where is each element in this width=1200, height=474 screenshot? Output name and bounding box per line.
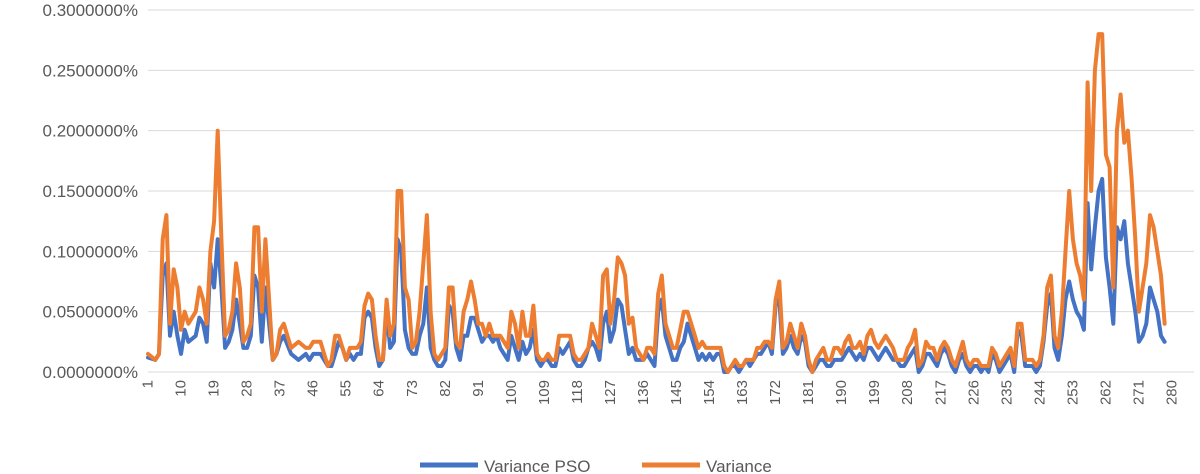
x-tick-label: 109 (536, 380, 553, 405)
x-tick-label: 46 (305, 380, 322, 397)
y-tick-label: 0.1500000% (43, 182, 138, 201)
x-tick-label: 154 (701, 380, 718, 405)
x-tick-label: 199 (866, 380, 883, 405)
x-tick-label: 181 (800, 380, 817, 405)
legend-label: Variance (706, 457, 772, 474)
series-lines (146, 32, 1167, 374)
y-tick-label: 0.3000000% (43, 1, 138, 20)
x-tick-label: 271 (1130, 380, 1147, 405)
legend: Variance PSO Variance (420, 457, 772, 474)
x-tick-label: 118 (569, 380, 586, 404)
x-tick-label: 55 (338, 380, 355, 397)
series-line-variance (146, 32, 1167, 374)
y-tick-label: 0.2000000% (43, 122, 138, 141)
x-tick-label: 217 (932, 380, 949, 405)
x-tick-label: 145 (668, 380, 685, 405)
x-tick-label: 73 (404, 380, 421, 397)
x-tick-label: 37 (272, 380, 289, 397)
x-tick-label: 262 (1097, 380, 1114, 405)
gridlines (148, 9, 1194, 373)
x-tick-label: 172 (767, 380, 784, 405)
x-tick-label: 82 (437, 380, 454, 397)
y-tick-label: 0.1000000% (43, 242, 138, 261)
y-axis-tick-labels: 0.0000000% 0.0500000% 0.1000000% 0.1500000%… (43, 1, 138, 382)
x-tick-label: 244 (1031, 380, 1048, 405)
x-tick-label: 64 (371, 380, 388, 397)
x-axis-tick-labels: 1 10 19 28 37 46 55 64 73 82 91 100 109 118 127 136 145 1… (140, 380, 1181, 405)
x-tick-label: 226 (965, 380, 982, 405)
legend-label: Variance PSO (484, 457, 590, 474)
x-tick-label: 253 (1064, 380, 1081, 405)
x-tick-label: 100 (503, 380, 520, 405)
y-tick-label: 0.0000000% (43, 363, 138, 382)
x-tick-label: 163 (734, 380, 751, 405)
x-tick-label: 190 (833, 380, 850, 405)
x-tick-label: 10 (173, 380, 190, 397)
x-tick-label: 235 (998, 380, 1015, 405)
x-tick-label: 19 (206, 380, 223, 397)
x-tick-label: 136 (635, 380, 652, 405)
x-tick-label: 280 (1163, 380, 1180, 405)
x-tick-label: 127 (602, 380, 619, 405)
x-tick-label: 91 (470, 380, 487, 397)
y-tick-label: 0.2500000% (43, 61, 138, 80)
x-tick-label: 1 (140, 380, 157, 388)
x-tick-label: 208 (899, 380, 916, 405)
y-tick-label: 0.0500000% (43, 303, 138, 322)
x-tick-label: 28 (239, 380, 256, 397)
